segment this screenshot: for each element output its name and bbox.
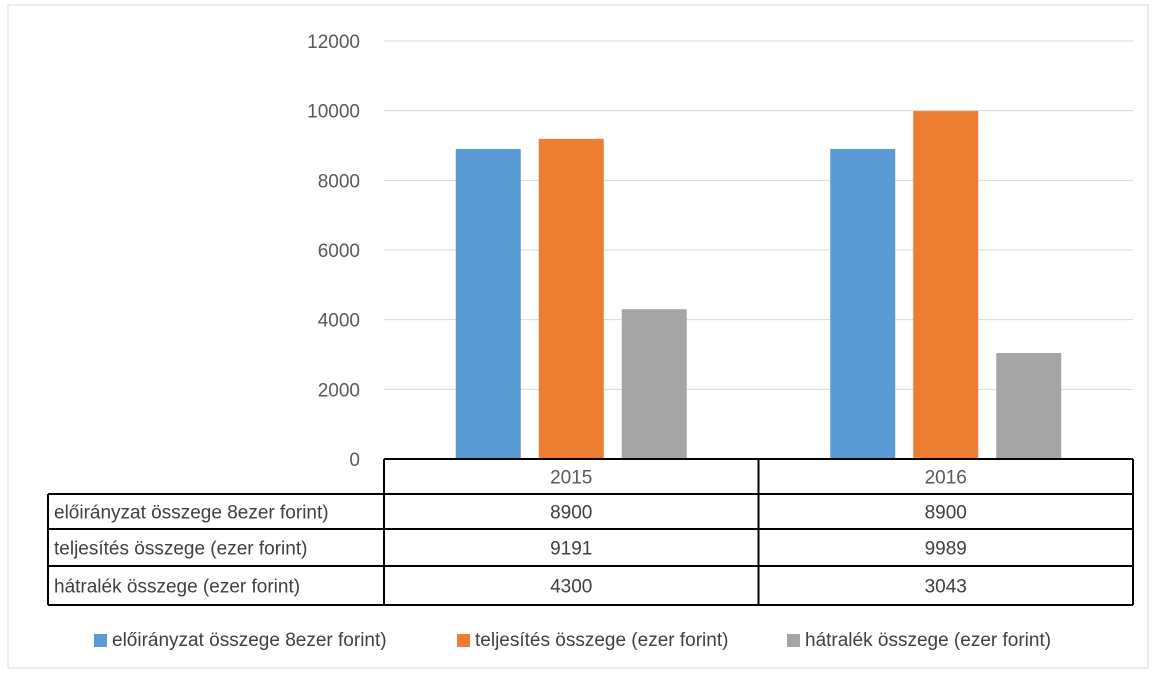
- data-label: 8900: [925, 503, 967, 524]
- bars: [455, 111, 1062, 459]
- legend-label: teljesítés összege (ezer forint): [475, 630, 728, 651]
- legend-swatch: [94, 634, 107, 647]
- bar: [913, 111, 979, 459]
- bar: [455, 148, 521, 459]
- bar: [830, 148, 896, 459]
- table-row-label: hátralék összege (ezer forint): [54, 577, 300, 598]
- x-tick-label: 2015: [550, 468, 592, 489]
- y-axis-ticks: 0 2000 4000 6000 8000 10000 12000: [307, 32, 360, 471]
- table-row-label: előirányzat összege 8ezer forint): [54, 503, 329, 524]
- data-label: 9989: [925, 539, 967, 560]
- y-tick-label: 12000: [307, 32, 360, 53]
- data-label: 9191: [550, 539, 592, 560]
- legend-label: előirányzat összege 8ezer forint): [112, 630, 387, 651]
- y-tick-label: 8000: [318, 171, 360, 192]
- table-row-label: teljesítés összege (ezer forint): [54, 539, 307, 560]
- y-tick-label: 6000: [318, 241, 360, 262]
- legend-label: hátralék összege (ezer forint): [805, 630, 1051, 651]
- y-tick-label: 0: [349, 450, 360, 471]
- bar: [996, 353, 1062, 459]
- y-tick-label: 10000: [307, 102, 360, 123]
- data-table: 2015 2016 előirányzat összege 8ezer forint…: [47, 458, 1134, 606]
- data-label: 3043: [925, 577, 967, 598]
- bar: [538, 138, 604, 459]
- legend: előirányzat összege 8ezer forint) teljesí…: [94, 630, 1051, 651]
- data-label: 8900: [550, 503, 592, 524]
- x-tick-label: 2016: [925, 468, 967, 489]
- data-label: 4300: [550, 577, 592, 598]
- legend-swatch: [787, 634, 800, 647]
- bar: [621, 309, 687, 459]
- legend-swatch: [457, 634, 470, 647]
- y-tick-label: 2000: [318, 380, 360, 401]
- y-tick-label: 4000: [318, 311, 360, 332]
